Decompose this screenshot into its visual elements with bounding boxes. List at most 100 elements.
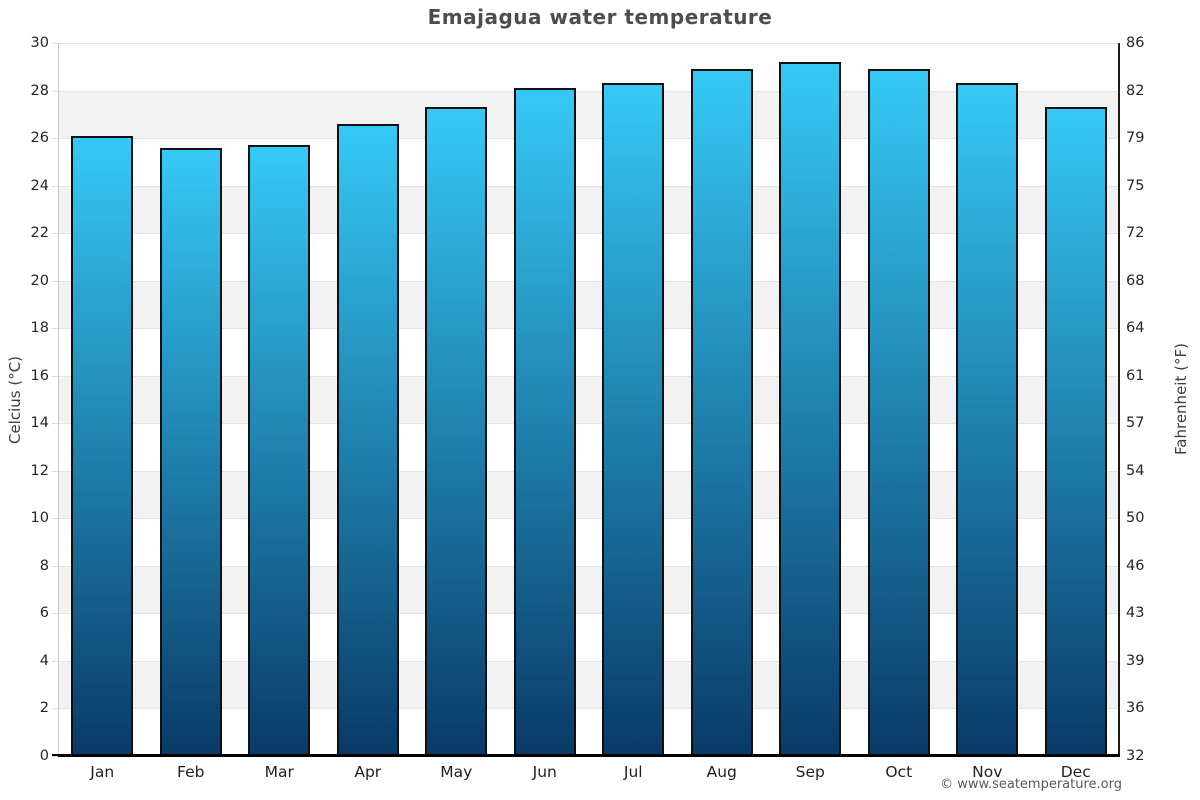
bar-feb <box>159 147 222 756</box>
x-tick-label-dec: Dec <box>1060 763 1091 781</box>
x-tick-label-mar: Mar <box>264 763 294 781</box>
bar-jul <box>602 83 665 756</box>
grid-band <box>58 565 1120 614</box>
y-tick-label-fahrenheit: 50 <box>1126 510 1145 527</box>
y-tick-label-celsius: 30 <box>30 35 49 51</box>
gridline <box>58 138 1120 140</box>
x-tick-label-jul: Jul <box>623 763 643 781</box>
gridline <box>58 660 1120 662</box>
y-tick-label-celsius: 2 <box>39 700 49 717</box>
grid-band <box>58 375 1120 424</box>
x-tick-label-nov: Nov <box>972 763 1003 781</box>
bar-sep <box>779 62 842 756</box>
grid-band <box>58 185 1120 234</box>
y-tick-label-fahrenheit: 61 <box>1126 367 1145 384</box>
bar-jan <box>71 135 134 756</box>
y-tick-label-celsius: 28 <box>30 82 49 99</box>
x-axis-line <box>52 754 1120 757</box>
bar-mar <box>248 145 311 756</box>
grid-band <box>58 470 1120 519</box>
y-axis-line-right <box>1118 43 1120 756</box>
x-tick-label-feb: Feb <box>177 763 205 781</box>
gridline <box>58 423 1120 425</box>
y-tick-mark <box>52 375 58 377</box>
gridline <box>58 518 1120 520</box>
y-tick-mark <box>52 565 58 567</box>
y-tick-label-fahrenheit: 72 <box>1126 225 1145 242</box>
bar-may <box>425 107 488 756</box>
bar-nov <box>956 83 1019 756</box>
y-tick-label-fahrenheit: 57 <box>1126 415 1145 432</box>
y-tick-label-celsius: 22 <box>30 225 49 242</box>
x-tick-label-jun: Jun <box>532 763 557 781</box>
y-tick-label-fahrenheit: 36 <box>1126 700 1145 717</box>
bar-oct <box>867 69 930 756</box>
y-tick-label-celsius: 0 <box>39 748 49 764</box>
plot-area <box>58 43 1120 756</box>
y-tick-label-fahrenheit: 79 <box>1126 130 1145 147</box>
y-tick-label-celsius: 12 <box>30 462 49 479</box>
gridline <box>58 280 1120 282</box>
bar-aug <box>690 69 753 756</box>
bar-apr <box>336 123 399 756</box>
gridline <box>58 328 1120 330</box>
x-tick-label-aug: Aug <box>706 763 737 781</box>
y-tick-label-fahrenheit: 86 <box>1126 35 1145 51</box>
y-tick-mark <box>52 613 58 615</box>
x-tick-label-sep: Sep <box>795 763 825 781</box>
y-tick-label-fahrenheit: 75 <box>1126 177 1145 194</box>
y-tick-mark <box>52 423 58 425</box>
chart-title: Emajagua water temperature <box>427 5 773 29</box>
y-tick-label-fahrenheit: 32 <box>1126 748 1145 764</box>
y-tick-label-celsius: 10 <box>30 510 49 527</box>
gridline <box>58 185 1120 187</box>
grid-band <box>58 90 1120 139</box>
gridline <box>58 90 1120 92</box>
y-tick-mark <box>52 328 58 330</box>
gridline <box>58 565 1120 567</box>
x-tick-label-oct: Oct <box>885 763 913 781</box>
y-tick-label-celsius: 26 <box>30 130 49 147</box>
y-tick-label-fahrenheit: 43 <box>1126 605 1145 622</box>
y-tick-label-celsius: 18 <box>30 320 49 337</box>
y-tick-label-celsius: 14 <box>30 415 49 432</box>
y-tick-label-fahrenheit: 68 <box>1126 272 1145 289</box>
y-tick-mark <box>52 43 58 44</box>
x-tick-label-apr: Apr <box>354 763 382 781</box>
y-tick-label-fahrenheit: 39 <box>1126 652 1145 669</box>
gridline <box>58 708 1120 710</box>
bar-jun <box>513 88 576 756</box>
grid-band <box>58 280 1120 329</box>
y-tick-mark <box>52 660 58 662</box>
y-tick-mark <box>52 280 58 282</box>
y-tick-label-fahrenheit: 64 <box>1126 320 1145 337</box>
y-axis-line-left <box>58 43 59 756</box>
bar-dec <box>1044 107 1107 756</box>
y-tick-label-celsius: 4 <box>39 652 49 669</box>
y-tick-mark <box>52 708 58 710</box>
y-tick-label-celsius: 20 <box>30 272 49 289</box>
y-tick-mark <box>52 138 58 140</box>
y-tick-mark <box>52 185 58 187</box>
y-tick-mark <box>52 518 58 520</box>
gridline <box>58 43 1120 44</box>
y-tick-label-fahrenheit: 82 <box>1126 82 1145 99</box>
y-tick-label-fahrenheit: 54 <box>1126 462 1145 479</box>
y-tick-mark <box>52 90 58 92</box>
gridline <box>58 233 1120 235</box>
y-tick-label-celsius: 6 <box>39 605 49 622</box>
copyright-text: © www.seatemperature.org <box>940 777 1122 792</box>
y-tick-mark <box>52 470 58 472</box>
gridline <box>58 470 1120 472</box>
y-tick-mark <box>52 233 58 235</box>
y-tick-mark <box>52 756 58 757</box>
y-tick-label-celsius: 16 <box>30 367 49 384</box>
gridline <box>58 613 1120 615</box>
y-tick-label-fahrenheit: 46 <box>1126 557 1145 574</box>
grid-band <box>58 660 1120 709</box>
x-tick-label-may: May <box>440 763 473 781</box>
y-tick-label-celsius: 8 <box>39 557 49 574</box>
y-tick-label-celsius: 24 <box>30 177 49 194</box>
y-axis-title-fahrenheit: Fahrenheit (°F) <box>1172 343 1190 455</box>
